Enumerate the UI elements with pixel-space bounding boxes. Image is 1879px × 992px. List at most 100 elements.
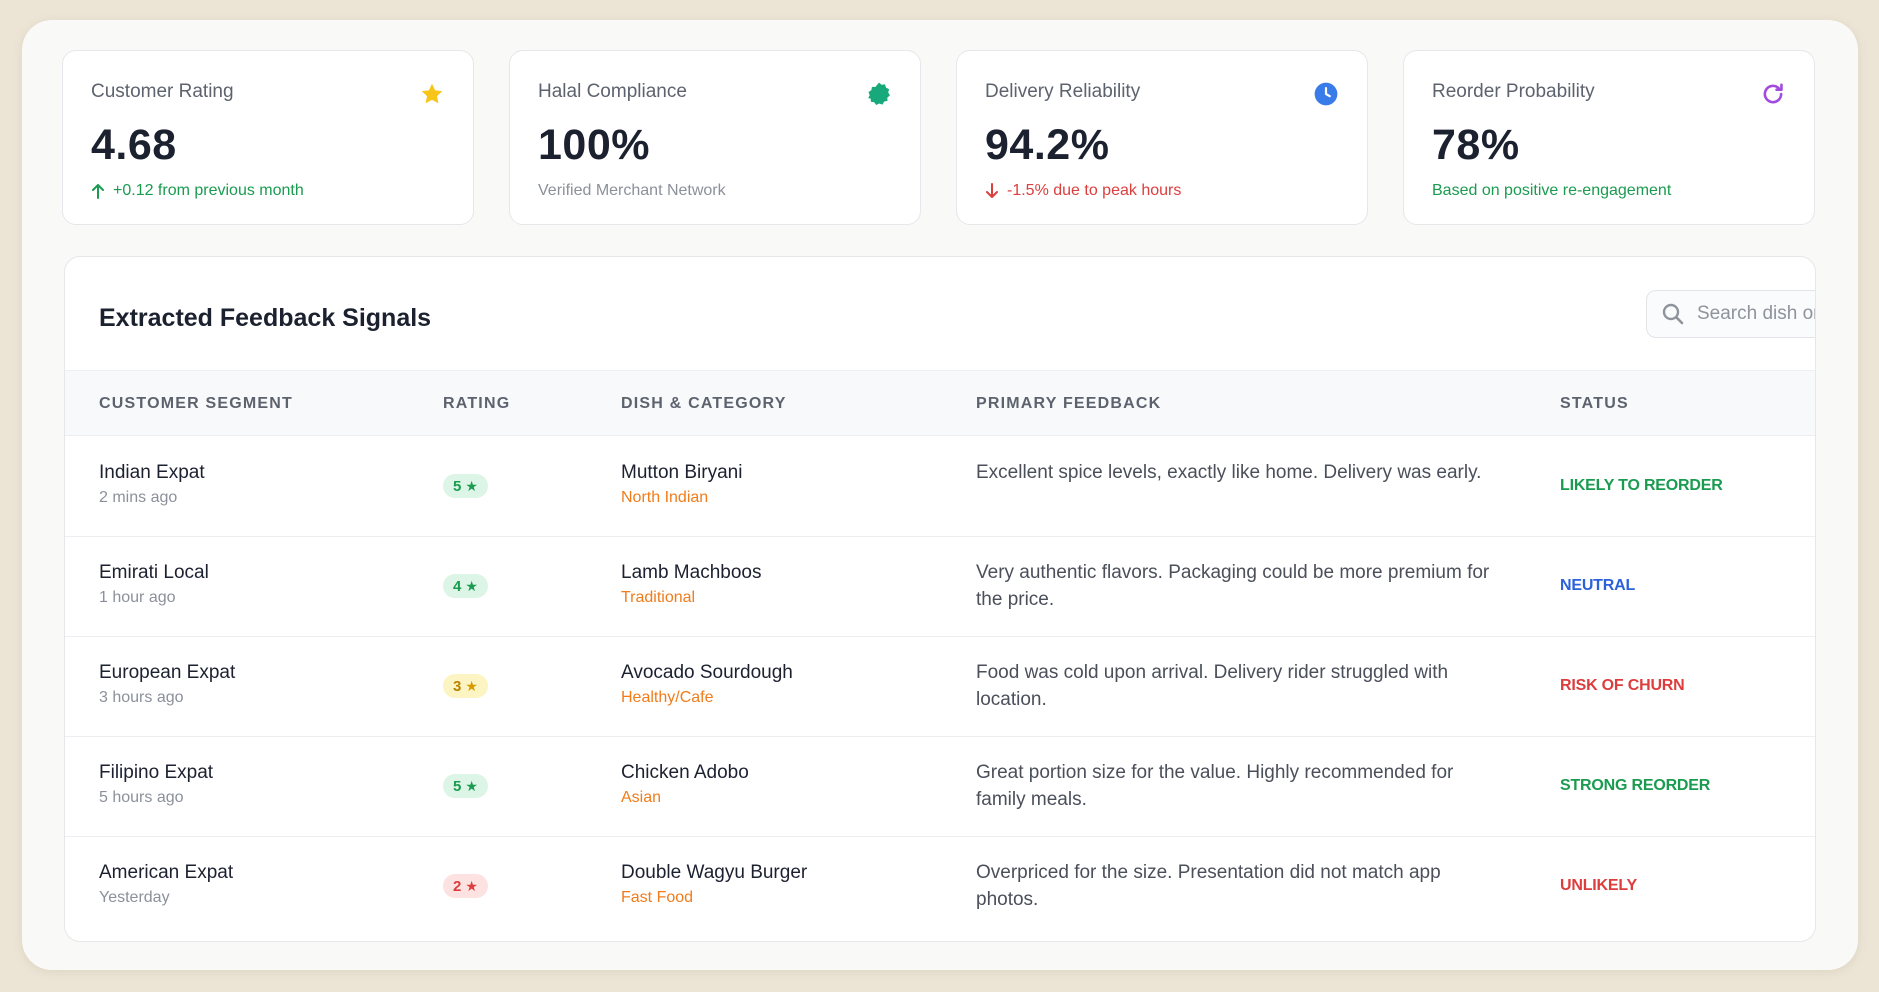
feedback-cell: Overpriced for the size. Presentation di… <box>976 859 1506 913</box>
search-input[interactable] <box>1697 303 1815 325</box>
dish-name: Chicken Adobo <box>621 762 749 783</box>
segment-time: 2 mins ago <box>99 489 178 506</box>
table-row[interactable]: Filipino Expat 5 hours ago 5 ★ Chicken Adobo… <box>65 737 1815 837</box>
rating-badge: 5 ★ <box>443 774 488 798</box>
dish-category: Asian <box>621 789 662 806</box>
rating-cell: 2 ★ <box>443 874 488 898</box>
column-header-rating[interactable]: RATING <box>443 395 511 412</box>
table-row[interactable]: Indian Expat 2 mins ago 5 ★ Mutton Biryani No… <box>65 437 1815 537</box>
star-icon: ★ <box>465 877 478 894</box>
star-icon: ★ <box>465 677 478 694</box>
segment-cell: American Expat Yesterday <box>99 862 233 907</box>
kpi-card-customer-rating: Customer Rating 4.68 +0.12 from previous… <box>62 50 474 225</box>
segment-name: Filipino Expat <box>99 762 214 783</box>
column-header-dish[interactable]: DISH & CATEGORY <box>621 395 787 412</box>
segment-name: Emirati Local <box>99 562 209 583</box>
kpi-subtext: +0.12 from previous month <box>91 182 445 200</box>
rating-value: 2 <box>453 877 462 895</box>
table-header: CUSTOMER SEGMENT RATING DISH & CATEGORY … <box>65 370 1815 436</box>
dish-category: North Indian <box>621 489 709 506</box>
feedback-cell: Great portion size for the value. Highly… <box>976 759 1506 813</box>
star-icon: ★ <box>465 477 478 494</box>
kpi-subtext-label: +0.12 from previous month <box>113 182 304 199</box>
segment-cell: Filipino Expat 5 hours ago <box>99 762 213 807</box>
rating-cell: 3 ★ <box>443 674 488 698</box>
dish-name: Double Wagyu Burger <box>621 862 808 883</box>
table-row[interactable]: American Expat Yesterday 2 ★ Double Wagyu Bu… <box>65 837 1815 937</box>
dish-name: Mutton Biryani <box>621 462 743 483</box>
segment-name: Indian Expat <box>99 462 205 483</box>
feedback-cell: Food was cold upon arrival. Delivery rid… <box>976 659 1506 713</box>
kpi-title: Reorder Probability <box>1432 81 1595 102</box>
segment-time: 5 hours ago <box>99 789 184 806</box>
status-label: NEUTRAL <box>1560 577 1636 594</box>
column-header-segment[interactable]: CUSTOMER SEGMENT <box>99 395 294 412</box>
column-header-feedback[interactable]: PRIMARY FEEDBACK <box>976 395 1162 412</box>
segment-cell: Emirati Local 1 hour ago <box>99 562 209 607</box>
kpi-subtext: -1.5% due to peak hours <box>985 182 1339 200</box>
segment-time: Yesterday <box>99 889 170 906</box>
column-header-status[interactable]: STATUS <box>1560 395 1629 412</box>
feedback-signals-panel: Extracted Feedback Signals CUSTOMER SEGM… <box>64 256 1816 942</box>
status-label: STRONG REORDER <box>1560 777 1711 794</box>
status-cell: NEUTRAL <box>1560 577 1635 595</box>
feedback-cell: Excellent spice levels, exactly like hom… <box>976 459 1506 486</box>
rating-cell: 5 ★ <box>443 474 488 498</box>
star-icon <box>421 83 443 104</box>
dish-cell: Double Wagyu Burger Fast Food <box>621 862 807 907</box>
kpi-subtext: Verified Merchant Network <box>538 182 892 200</box>
rating-value: 3 <box>453 677 462 695</box>
arrow-up-icon <box>92 184 104 199</box>
search-icon <box>1662 303 1684 325</box>
kpi-value: 94.2% <box>985 121 1110 169</box>
status-label: LIKELY TO REORDER <box>1560 477 1723 494</box>
feedback-text: Overpriced for the size. Presentation di… <box>976 862 1441 910</box>
rating-badge: 3 ★ <box>443 674 488 698</box>
dashboard-frame: Customer Rating 4.68 +0.12 from previous… <box>22 20 1858 970</box>
badge-check-icon <box>868 82 890 106</box>
dish-name: Avocado Sourdough <box>621 662 793 683</box>
status-label: RISK OF CHURN <box>1560 677 1685 694</box>
kpi-card-reorder-probability: Reorder Probability 78% Based on positiv… <box>1403 50 1815 225</box>
segment-name: American Expat <box>99 862 234 883</box>
kpi-subtext-label: Verified Merchant Network <box>538 182 726 199</box>
rating-cell: 4 ★ <box>443 574 488 598</box>
dish-category: Traditional <box>621 589 696 606</box>
status-label: UNLIKELY <box>1560 877 1637 894</box>
kpi-title: Customer Rating <box>91 81 234 102</box>
rating-cell: 5 ★ <box>443 774 488 798</box>
status-cell: UNLIKELY <box>1560 877 1637 895</box>
feedback-text: Very authentic flavors. Packaging could … <box>976 562 1490 610</box>
rating-badge: 5 ★ <box>443 474 488 498</box>
clock-icon <box>1314 82 1338 106</box>
dish-cell: Chicken Adobo Asian <box>621 762 749 807</box>
status-cell: LIKELY TO REORDER <box>1560 477 1723 495</box>
kpi-value: 4.68 <box>91 121 177 169</box>
kpi-title: Delivery Reliability <box>985 81 1141 102</box>
dish-cell: Mutton Biryani North Indian <box>621 462 742 507</box>
dish-category: Healthy/Cafe <box>621 689 714 706</box>
dish-name: Lamb Machboos <box>621 562 762 583</box>
segment-time: 1 hour ago <box>99 589 176 606</box>
table-row[interactable]: European Expat 3 hours ago 3 ★ Avocado Sourd… <box>65 637 1815 737</box>
kpi-card-halal-compliance: Halal Compliance 100% Verified Merchant … <box>509 50 921 225</box>
feedback-text: Excellent spice levels, exactly like hom… <box>976 462 1482 483</box>
kpi-title: Halal Compliance <box>538 81 687 102</box>
kpi-subtext-label: -1.5% due to peak hours <box>1007 182 1182 199</box>
kpi-card-delivery-reliability: Delivery Reliability 94.2% -1.5% due to … <box>956 50 1368 225</box>
kpi-subtext: Based on positive re-engagement <box>1432 182 1786 200</box>
search-box[interactable] <box>1646 290 1815 338</box>
rating-badge: 4 ★ <box>443 574 488 598</box>
kpi-value: 78% <box>1432 121 1520 169</box>
table-row[interactable]: Emirati Local 1 hour ago 4 ★ Lamb Machboos Tr… <box>65 537 1815 637</box>
arrow-down-icon <box>986 183 998 198</box>
feedback-cell: Very authentic flavors. Packaging could … <box>976 559 1506 613</box>
panel-title: Extracted Feedback Signals <box>99 304 432 332</box>
refresh-icon <box>1763 83 1783 104</box>
rating-badge: 2 ★ <box>443 874 488 898</box>
status-cell: STRONG REORDER <box>1560 777 1710 795</box>
segment-cell: European Expat 3 hours ago <box>99 662 235 707</box>
star-icon: ★ <box>465 577 478 594</box>
segment-time: 3 hours ago <box>99 689 184 706</box>
dish-cell: Avocado Sourdough Healthy/Cafe <box>621 662 793 707</box>
